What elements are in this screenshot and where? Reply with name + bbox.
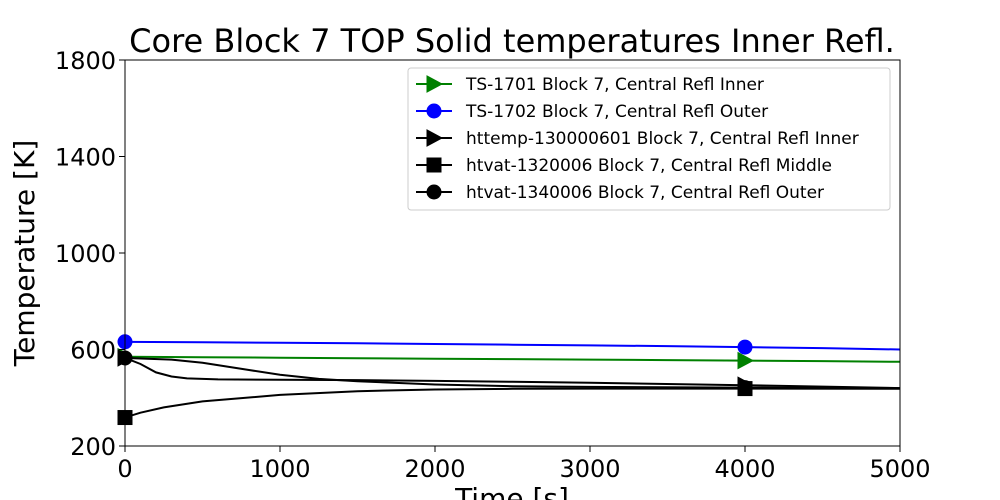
y-axis: 200 600 1000 1400 1800 <box>55 47 125 461</box>
legend-item: htvat-1340006 Block 7, Central Refl Oute… <box>416 183 824 203</box>
series-line <box>124 340 901 351</box>
y-tick-label: 600 <box>70 337 116 365</box>
legend-item: TS-1701 Block 7, Central Refl Inner <box>416 75 764 95</box>
series-point <box>737 351 755 370</box>
legend-label: httemp-130000601 Block 7, Central Refl I… <box>466 129 859 149</box>
series-point <box>737 380 753 396</box>
series-line <box>124 387 901 419</box>
series-point <box>737 339 753 355</box>
x-tick-label: 1000 <box>249 455 310 483</box>
legend-frame <box>407 67 891 211</box>
legend-marker <box>426 103 442 119</box>
legend-marker <box>426 157 442 173</box>
legend-marker <box>426 184 442 200</box>
series-line <box>124 356 901 390</box>
x-tick-label: 0 <box>117 455 132 483</box>
x-tick-label: 5000 <box>869 455 930 483</box>
series-group <box>117 334 901 426</box>
legend-marker <box>426 75 444 93</box>
y-axis-label: Temperature [K] <box>8 140 41 367</box>
y-tick-label: 1000 <box>55 240 116 268</box>
legend-item: httemp-130000601 Block 7, Central Refl I… <box>416 129 859 149</box>
legend-label: TS-1702 Block 7, Central Refl Outer <box>465 102 768 122</box>
x-axis-label: Time [s] <box>454 482 569 500</box>
y-tick-label: 1400 <box>55 144 116 172</box>
x-tick-label: 2000 <box>404 455 465 483</box>
series-line <box>124 356 901 390</box>
legend: TS-1701 Block 7, Central Refl Inner TS-17… <box>407 67 891 211</box>
legend-item: htvat-1320006 Block 7, Central Refl Midd… <box>416 156 832 176</box>
y-tick-label: 200 <box>70 433 116 461</box>
y-tick-label: 1800 <box>55 47 116 75</box>
legend-label: htvat-1320006 Block 7, Central Refl Midd… <box>466 156 832 176</box>
legend-marker <box>426 129 444 147</box>
series-line <box>124 355 901 363</box>
legend-item: TS-1702 Block 7, Central Refl Outer <box>416 102 768 122</box>
legend-label: htvat-1340006 Block 7, Central Refl Oute… <box>466 183 824 203</box>
series-2 <box>117 334 901 355</box>
legend-label: TS-1701 Block 7, Central Refl Inner <box>465 75 764 95</box>
x-axis: 0 1000 2000 3000 4000 5000 <box>117 446 931 483</box>
x-tick-label: 3000 <box>559 455 620 483</box>
x-tick-label: 4000 <box>714 455 775 483</box>
chart-title: Core Block 7 TOP Solid temperatures Inne… <box>129 22 895 60</box>
